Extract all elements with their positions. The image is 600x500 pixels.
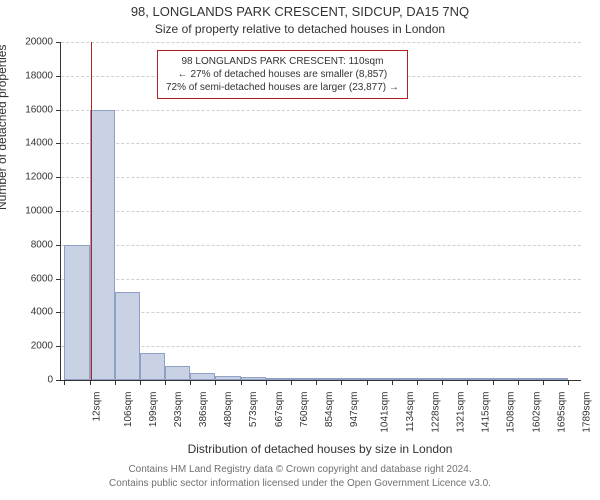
gridline — [61, 110, 581, 111]
x-tick — [543, 380, 544, 385]
legend-line-1: 98 LONGLANDS PARK CRESCENT: 110sqm — [166, 55, 399, 68]
x-tick-label: 1041sqm — [380, 392, 391, 433]
gridline — [61, 211, 581, 212]
x-tick-label: 1789sqm — [582, 392, 593, 433]
x-tick — [64, 380, 65, 385]
y-tick-label: 10000 — [25, 206, 61, 217]
histogram-bar — [266, 378, 291, 380]
gridline — [61, 245, 581, 246]
histogram-bar — [165, 366, 190, 380]
x-tick-label: 1602sqm — [531, 392, 542, 433]
x-tick-label: 12sqm — [92, 392, 103, 422]
x-axis-label: Distribution of detached houses by size … — [60, 442, 580, 456]
x-tick — [140, 380, 141, 385]
chart-title: 98, LONGLANDS PARK CRESCENT, SIDCUP, DA1… — [0, 4, 600, 19]
histogram-bar — [442, 378, 467, 380]
gridline — [61, 42, 581, 43]
x-tick — [90, 380, 91, 385]
x-tick — [367, 380, 368, 385]
x-tick-label: 947sqm — [349, 392, 360, 428]
x-tick — [165, 380, 166, 385]
legend-line-2: ← 27% of detached houses are smaller (8,… — [166, 68, 399, 81]
x-tick-label: 1695sqm — [556, 392, 567, 433]
x-tick-label: 1415sqm — [481, 392, 492, 433]
chart-subtitle: Size of property relative to detached ho… — [0, 22, 600, 36]
histogram-bar — [467, 378, 492, 380]
x-tick — [215, 380, 216, 385]
histogram-bar — [90, 110, 115, 380]
chart-container: 98, LONGLANDS PARK CRESCENT, SIDCUP, DA1… — [0, 0, 600, 500]
x-tick — [241, 380, 242, 385]
x-tick — [392, 380, 393, 385]
y-tick-label: 12000 — [25, 172, 61, 183]
gridline — [61, 177, 581, 178]
x-tick — [291, 380, 292, 385]
histogram-bar — [291, 378, 316, 380]
x-tick — [115, 380, 116, 385]
histogram-bar — [215, 376, 240, 380]
y-tick-label: 2000 — [31, 341, 61, 352]
x-tick — [442, 380, 443, 385]
x-tick-label: 386sqm — [198, 392, 209, 428]
x-tick-label: 760sqm — [299, 392, 310, 428]
property-marker-line — [91, 42, 92, 380]
histogram-bar — [140, 353, 165, 380]
x-tick-label: 667sqm — [274, 392, 285, 428]
x-tick — [568, 380, 569, 385]
x-tick-label: 199sqm — [148, 392, 159, 428]
histogram-bar — [341, 378, 366, 380]
histogram-bar — [367, 378, 392, 380]
x-tick-label: 854sqm — [324, 392, 335, 428]
histogram-bar — [543, 378, 568, 380]
histogram-bar — [64, 245, 89, 380]
y-tick-label: 18000 — [25, 70, 61, 81]
x-tick-label: 1508sqm — [506, 392, 517, 433]
histogram-bar — [115, 292, 140, 380]
x-tick — [467, 380, 468, 385]
histogram-bar — [493, 378, 518, 380]
x-tick-label: 480sqm — [223, 392, 234, 428]
x-tick-label: 1134sqm — [404, 392, 415, 432]
y-tick-label: 20000 — [25, 37, 61, 48]
x-tick-label: 1228sqm — [431, 392, 442, 433]
x-tick-label: 1321sqm — [456, 392, 467, 433]
x-tick — [417, 380, 418, 385]
x-tick — [316, 380, 317, 385]
y-tick-label: 6000 — [31, 273, 61, 284]
histogram-bar — [392, 378, 417, 380]
y-tick-label: 0 — [47, 375, 61, 386]
histogram-bar — [518, 378, 543, 380]
x-tick-label: 573sqm — [248, 392, 259, 428]
footer-line-2: Contains public sector information licen… — [0, 478, 600, 489]
gridline — [61, 279, 581, 280]
x-tick — [341, 380, 342, 385]
x-tick — [266, 380, 267, 385]
x-tick-label: 293sqm — [173, 392, 184, 428]
y-tick-label: 16000 — [25, 104, 61, 115]
histogram-bar — [190, 373, 215, 380]
x-tick — [518, 380, 519, 385]
x-tick-label: 106sqm — [123, 392, 134, 428]
histogram-bar — [417, 378, 442, 380]
legend-line-3: 72% of semi-detached houses are larger (… — [166, 81, 399, 94]
x-tick — [493, 380, 494, 385]
y-tick-label: 14000 — [25, 138, 61, 149]
legend-box: 98 LONGLANDS PARK CRESCENT: 110sqm ← 27%… — [157, 50, 408, 99]
y-tick-label: 4000 — [31, 307, 61, 318]
gridline — [61, 143, 581, 144]
histogram-bar — [241, 377, 266, 380]
y-tick-label: 8000 — [31, 239, 61, 250]
footer-line-1: Contains HM Land Registry data © Crown c… — [0, 464, 600, 475]
histogram-bar — [316, 378, 341, 380]
x-tick — [190, 380, 191, 385]
y-axis-label: Number of detached properties — [0, 45, 9, 210]
plot-area: 0200040006000800010000120001400016000180… — [60, 42, 581, 381]
